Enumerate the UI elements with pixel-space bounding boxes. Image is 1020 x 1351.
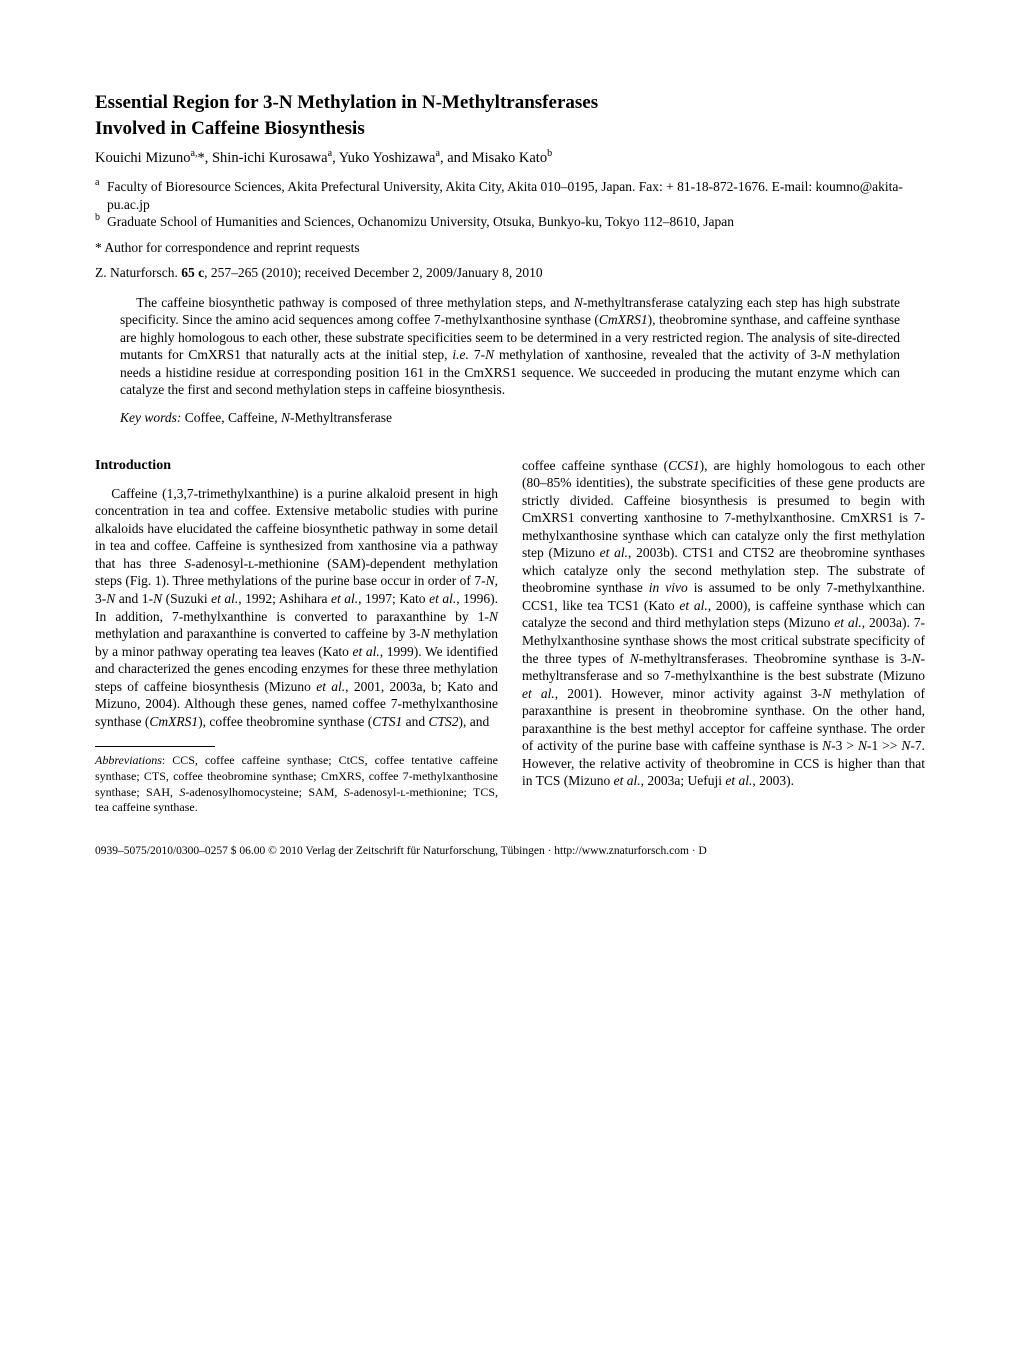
abbreviations-footnote: Abbreviations: CCS, coffee caffeine synt… <box>95 753 498 815</box>
copyright-line: 0939–5075/2010/0300–0257 $ 06.00 © 2010 … <box>95 844 925 859</box>
affil-sup-a: a <box>95 178 107 188</box>
affiliations-block: a Faculty of Bioresource Sciences, Akita… <box>95 178 925 231</box>
body-columns: Introduction Caffeine (1,3,7-trimethylxa… <box>95 457 925 816</box>
affiliation-a: a Faculty of Bioresource Sciences, Akita… <box>95 178 925 213</box>
keywords: Key words: Coffee, Caffeine, N-Methyltra… <box>120 409 900 427</box>
affil-b-text: Graduate School of Humanities and Scienc… <box>107 213 925 231</box>
intro-paragraph-col2: coffee caffeine synthase (CCS1), are hig… <box>522 457 925 790</box>
citation-line: Z. Naturforsch. 65 c, 257–265 (2010); re… <box>95 264 925 282</box>
affil-sup-b: b <box>95 213 107 223</box>
footnote-rule <box>95 746 215 747</box>
correspondence-note: * Author for correspondence and reprint … <box>95 239 925 257</box>
affil-a-text: Faculty of Bioresource Sciences, Akita P… <box>107 178 925 213</box>
affiliation-b: b Graduate School of Humanities and Scie… <box>95 213 925 231</box>
intro-paragraph-col1: Caffeine (1,3,7-trimethylxanthine) is a … <box>95 485 498 731</box>
title-line-2: Involved in Caffeine Biosynthesis <box>95 118 365 139</box>
title-line-1: Essential Region for 3-N Methylation in … <box>95 92 598 113</box>
section-heading-introduction: Introduction <box>95 457 498 475</box>
abstract: The caffeine biosynthetic pathway is com… <box>120 294 900 399</box>
article-title: Essential Region for 3-N Methylation in … <box>95 90 925 141</box>
authors: Kouichi Mizunoa,*, Shin-ichi Kurosawaa, … <box>95 147 925 168</box>
